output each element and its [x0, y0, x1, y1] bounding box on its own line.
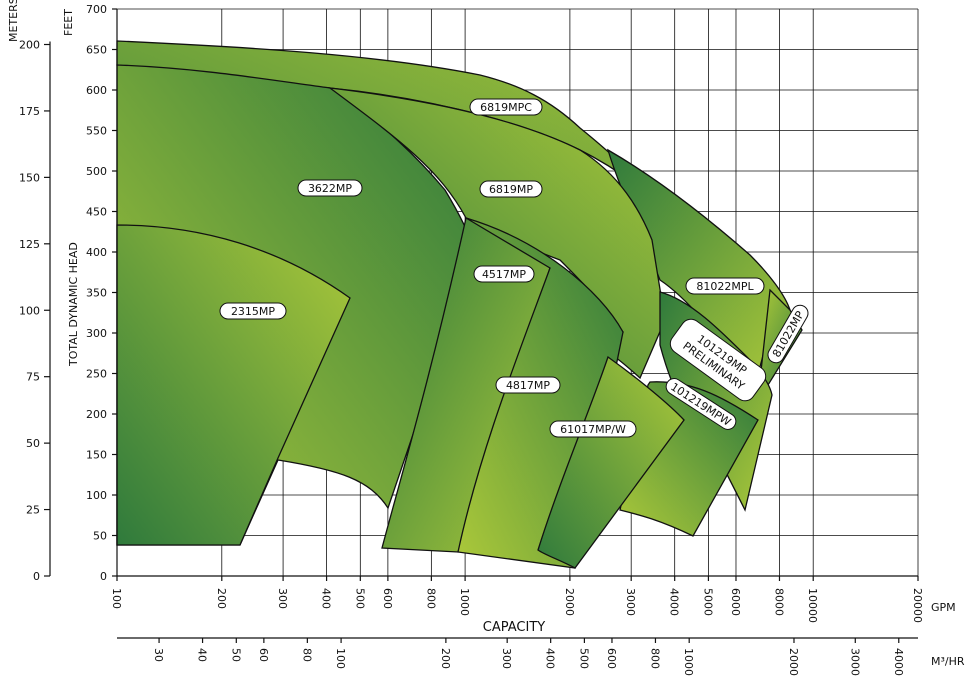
x-gpm-tick-label: 600: [381, 588, 394, 609]
region-2315mp: [116, 224, 351, 546]
y-feet-tick-label: 100: [86, 489, 107, 502]
x-m3hr-tick-label: 800: [648, 648, 661, 669]
x-axis-title: CAPACITY: [483, 620, 545, 635]
x-gpm-tick-label: 500: [353, 588, 366, 609]
svg-text:3622MP: 3622MP: [308, 182, 352, 195]
x-m3hr-tick-label: 300: [500, 648, 513, 669]
x-gpm-tick-label: 5000: [701, 588, 714, 616]
x-m3hr-tick-label: 80: [300, 648, 313, 662]
x-gpm-tick-label: 400: [320, 588, 333, 609]
x-gpm-tick-label: 1000: [458, 588, 471, 616]
x-gpm-tick-label: 200: [215, 588, 228, 609]
y-feet-tick-label: 450: [86, 206, 107, 219]
x-m3hr-tick-label: 30: [152, 648, 165, 662]
y-feet-tick-label: 150: [86, 449, 107, 462]
svg-text:2315MP: 2315MP: [231, 305, 275, 318]
x-gpm-tick-label: 10000: [806, 588, 819, 623]
x-gpm-tick-label: 6000: [729, 588, 742, 616]
x-m3hr-tick-label: 600: [605, 648, 618, 669]
label-4817mp: 4817MP: [495, 376, 561, 394]
x-m3hr-tick-label: 3000: [848, 648, 861, 676]
x-m3hr-tick-label: 1000: [682, 648, 695, 676]
y-meters-tick-label: 150: [19, 171, 40, 184]
y-feet-tick-label: 350: [86, 287, 107, 300]
y-axis-title: TOTAL DYNAMIC HEAD: [67, 242, 80, 367]
label-2315mp: 2315MP: [219, 302, 287, 320]
x-gpm-tick-label: 800: [424, 588, 437, 609]
label-4517mp: 4517MP: [473, 265, 535, 283]
svg-text:4517MP: 4517MP: [482, 268, 526, 281]
x-gpm-tick-label: 8000: [772, 588, 785, 616]
y-feet-tick-label: 600: [86, 84, 107, 97]
y-meters-tick-label: 125: [19, 238, 40, 251]
label-6819mpc: 6819MPC: [469, 98, 543, 116]
y-feet-tick-label: 700: [86, 3, 107, 16]
x-m3hr-tick-label: 50: [229, 648, 242, 662]
y-feet-tick-label: 650: [86, 44, 107, 57]
x-gpm-tick-label: 3000: [624, 588, 637, 616]
x-m3hr-tick-label: 100: [334, 648, 347, 669]
x-gpm-tick-label: 100: [110, 588, 123, 609]
x-m3hr-tick-label: 4000: [892, 648, 905, 676]
y-feet-tick-label: 550: [86, 125, 107, 138]
svg-text:61017MP/W: 61017MP/W: [560, 423, 626, 436]
x-gpm-tick-label: 300: [276, 588, 289, 609]
x-m3hr-tick-label: 500: [577, 648, 590, 669]
y-meters-tick-label: 0: [33, 570, 40, 583]
y-feet-tick-label: 500: [86, 165, 107, 178]
y-meters-unit: METERS: [7, 0, 20, 42]
svg-text:6819MP: 6819MP: [489, 183, 533, 196]
y-meters-tick-label: 200: [19, 39, 40, 52]
x-m3hr-tick-label: 200: [439, 648, 452, 669]
x-gpm-unit: GPM: [931, 601, 956, 614]
y-feet-unit: FEET: [62, 9, 75, 36]
y-feet-tick-label: 300: [86, 327, 107, 340]
y-feet-tick-label: 250: [86, 368, 107, 381]
label-81022mpl: 81022MPL: [685, 277, 765, 295]
y-feet-tick-label: 0: [100, 570, 107, 583]
x-gpm-tick-label: 20000: [911, 588, 924, 623]
y-feet-tick-label: 400: [86, 246, 107, 259]
svg-text:4817MP: 4817MP: [506, 379, 550, 392]
y-feet-tick-label: 200: [86, 408, 107, 421]
x-m3hr-tick-label: 2000: [787, 648, 800, 676]
label-3622mp: 3622MP: [297, 179, 363, 197]
y-meters-tick-label: 175: [19, 105, 40, 118]
x-gpm-tick-label: 4000: [668, 588, 681, 616]
y-meters-tick-label: 75: [26, 371, 40, 384]
label-61017mpw: 61017MP/W: [549, 420, 637, 438]
y-meters-tick-label: 50: [26, 437, 40, 450]
x-gpm-tick-label: 2000: [563, 588, 576, 616]
svg-text:6819MPC: 6819MPC: [480, 101, 532, 114]
x-m3hr-tick-label: 60: [257, 648, 270, 662]
svg-text:81022MPL: 81022MPL: [696, 280, 754, 293]
x-m3hr-tick-label: 40: [196, 648, 209, 662]
y-meters-tick-label: 100: [19, 304, 40, 317]
axes: 0501001502002503003504004505005506006507…: [19, 3, 924, 676]
y-feet-tick-label: 50: [93, 530, 107, 543]
label-6819mp: 6819MP: [479, 180, 543, 198]
y-meters-tick-label: 25: [26, 504, 40, 517]
x-m3hr-unit: M³/HR: [931, 655, 965, 668]
pump-regions: [116, 40, 803, 569]
x-m3hr-tick-label: 400: [544, 648, 557, 669]
